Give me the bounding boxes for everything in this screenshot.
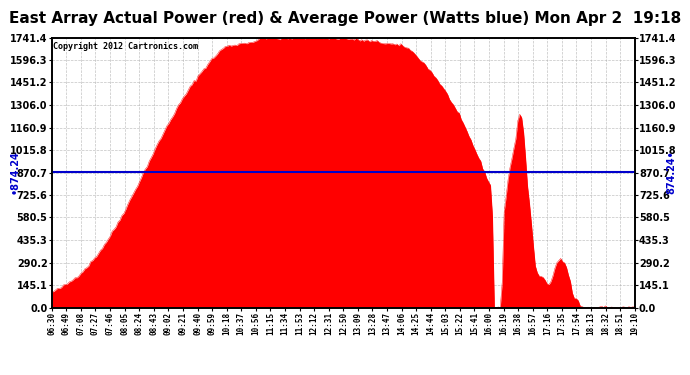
- Text: East Array Actual Power (red) & Average Power (Watts blue) Mon Apr 2  19:18: East Array Actual Power (red) & Average …: [9, 11, 681, 26]
- Text: •874.24: •874.24: [10, 150, 20, 194]
- Text: Copyright 2012 Cartronics.com: Copyright 2012 Cartronics.com: [53, 42, 198, 51]
- Text: 874.24•: 874.24•: [667, 150, 677, 194]
